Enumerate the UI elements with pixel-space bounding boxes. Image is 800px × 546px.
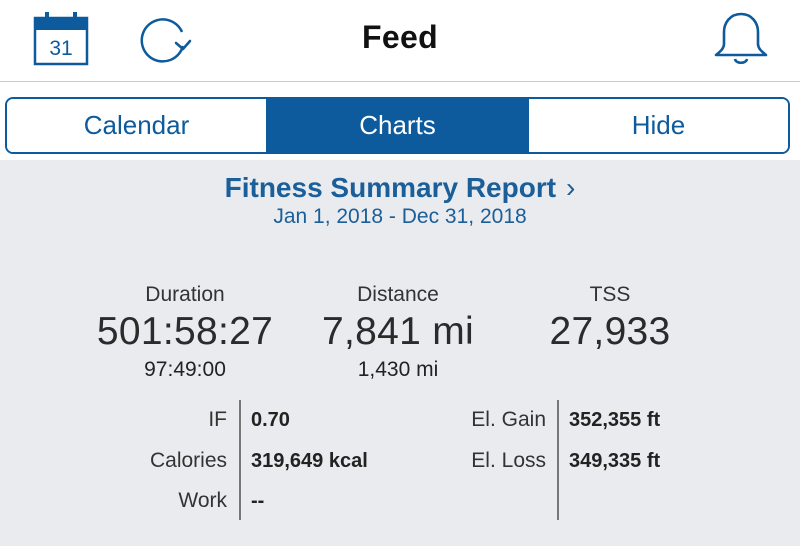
- elevation-loss-value: 349,335 ft: [569, 450, 661, 472]
- column-divider: [557, 400, 559, 520]
- refresh-icon[interactable]: [134, 14, 194, 66]
- duration-label: Duration: [145, 283, 225, 306]
- elevation-gain-label: El. Gain: [471, 408, 546, 431]
- distance-value: 7,841 mi: [322, 310, 474, 353]
- calories-value: 319,649 kcal: [251, 450, 368, 472]
- column-divider: [239, 400, 241, 520]
- distance-sub-value: 1,430 mi: [357, 358, 439, 381]
- elevation-loss-label: El. Loss: [471, 449, 546, 472]
- calendar-day-number: 31: [49, 37, 72, 60]
- view-segmented-control: Calendar Charts Hide: [5, 97, 790, 154]
- work-value: --: [251, 490, 265, 512]
- duration-stat: Duration 501:58:27 97:49:00: [85, 283, 285, 382]
- bell-icon[interactable]: [712, 10, 770, 68]
- distance-stat: Distance 7,841 mi 1,430 mi: [298, 283, 498, 382]
- work-label: Work: [178, 489, 227, 512]
- report-title-text: Fitness Summary Report: [224, 172, 557, 203]
- tss-value: 27,933: [549, 310, 671, 353]
- tss-stat: TSS 27,933: [510, 283, 710, 354]
- calories-label: Calories: [149, 449, 227, 472]
- calendar-icon[interactable]: 31: [33, 12, 89, 66]
- tab-calendar[interactable]: Calendar: [7, 99, 266, 152]
- report-date-range: Jan 1, 2018 - Dec 31, 2018: [273, 205, 527, 228]
- if-label: IF: [208, 408, 227, 431]
- page-title: Feed: [362, 19, 438, 55]
- duration-value: 501:58:27: [96, 310, 274, 353]
- fitness-summary-report-link[interactable]: Fitness Summary Report ›: [0, 172, 800, 204]
- tab-hide[interactable]: Hide: [527, 99, 788, 152]
- duration-sub-value: 97:49:00: [144, 358, 226, 381]
- if-value: 0.70: [251, 409, 290, 431]
- elevation-gain-value: 352,355 ft: [569, 409, 661, 431]
- top-navigation-bar: 31 Feed: [0, 0, 800, 82]
- chevron-right-icon: ›: [566, 172, 576, 203]
- tss-label: TSS: [589, 283, 631, 306]
- distance-label: Distance: [357, 283, 439, 306]
- tab-charts[interactable]: Charts: [266, 99, 527, 152]
